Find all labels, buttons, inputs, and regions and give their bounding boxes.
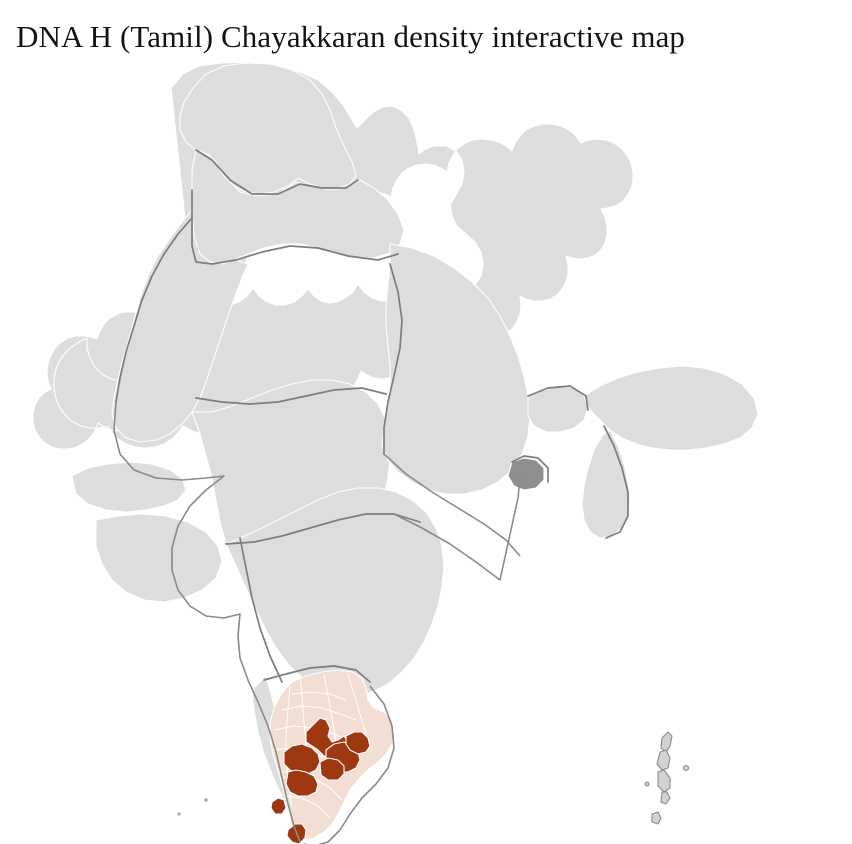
- region-northeast-corridor: [527, 385, 589, 433]
- map-svg[interactable]: [0, 58, 852, 844]
- region-east: [381, 243, 531, 495]
- region-west: [111, 209, 249, 443]
- page-title: DNA H (Tamil) Chayakkaran density intera…: [16, 19, 686, 54]
- district-thiruvananthapuram: [270, 797, 287, 815]
- region-saurashtra: [95, 513, 223, 603]
- india-choropleth-shapes[interactable]: [71, 62, 759, 831]
- andaman-nicobar-islands: [644, 731, 690, 825]
- region-deccan: [225, 487, 445, 697]
- region-northeast: [583, 365, 759, 451]
- district-cuddalore: [345, 731, 371, 755]
- region-northeast-south: [581, 429, 631, 539]
- region-sundarbans: [507, 457, 545, 491]
- state-borders: [115, 149, 629, 683]
- district-erode: [285, 769, 319, 797]
- coastline: [113, 401, 521, 844]
- high-density-districts[interactable]: [270, 717, 371, 844]
- lakshadweep-islands: [177, 798, 208, 816]
- region-kutch: [71, 461, 187, 513]
- district-trichy-area: [319, 757, 345, 781]
- district-namakkal: [283, 743, 321, 775]
- india-choropleth-map[interactable]: [0, 58, 852, 844]
